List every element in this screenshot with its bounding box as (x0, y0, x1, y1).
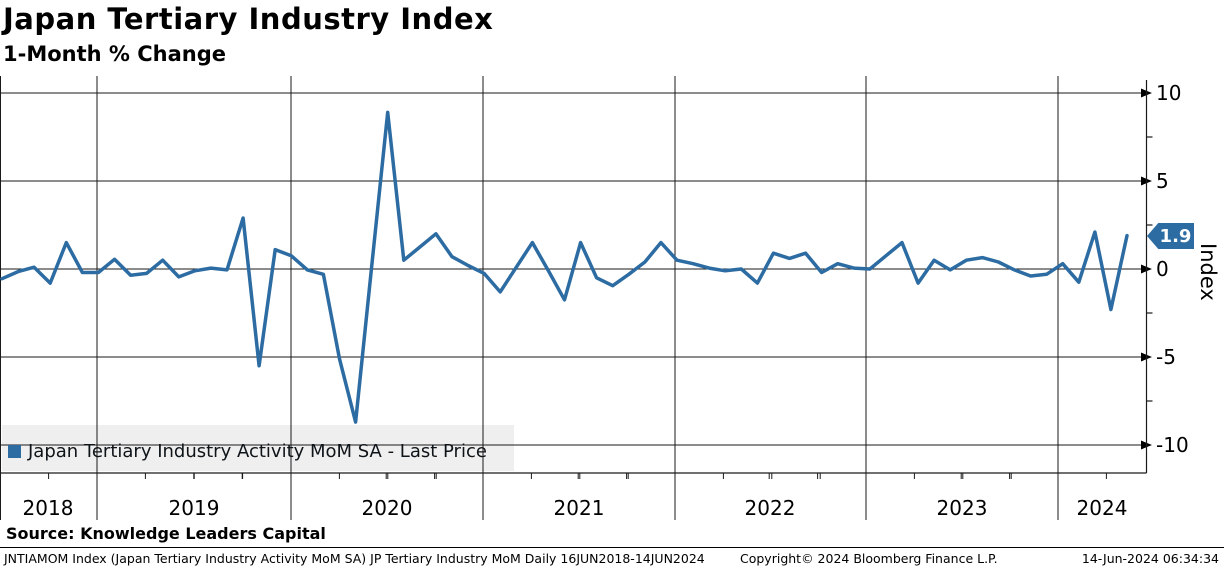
legend-swatch-icon (8, 445, 21, 458)
y-tick-5: 5 (1156, 169, 1169, 193)
x-tick-2019: 2019 (168, 496, 220, 520)
data-line (0, 110, 1129, 424)
y-tick-neg10: -10 (1156, 433, 1189, 457)
y-tick-0: 0 (1156, 257, 1169, 281)
x-tick-2020: 2020 (361, 496, 413, 520)
chart-subtitle: 1-Month % Change (3, 42, 227, 66)
source-attribution: Source: Knowledge Leaders Capital (6, 524, 326, 543)
footer-copyright: Copyright© 2024 Bloomberg Finance L.P. (740, 551, 998, 566)
x-tick-2018: 2018 (22, 496, 74, 520)
x-tick-2024: 2024 (1076, 496, 1128, 520)
x-tick-2023: 2023 (936, 496, 988, 520)
legend: Japan Tertiary Industry Activity MoM SA … (8, 441, 487, 462)
chart-title: Japan Tertiary Industry Index (3, 2, 494, 36)
legend-box (2, 425, 514, 471)
y-axis-title: Index (1196, 243, 1220, 301)
y-tick-neg5: -5 (1156, 345, 1176, 369)
footer-timestamp: 14-Jun-2024 06:34:34 (1081, 551, 1219, 566)
footer-security-info: JNTIAMOM Index (Japan Tertiary Industry … (4, 551, 705, 566)
legend-label: Japan Tertiary Industry Activity MoM SA … (28, 441, 487, 462)
x-tick-2021: 2021 (553, 496, 605, 520)
y-tick-10: 10 (1156, 81, 1182, 105)
footer-divider (0, 547, 1224, 548)
x-tick-2022: 2022 (744, 496, 796, 520)
last-price-value: 1.9 (1159, 225, 1192, 247)
last-price-tag: 1.9 (1147, 223, 1194, 249)
